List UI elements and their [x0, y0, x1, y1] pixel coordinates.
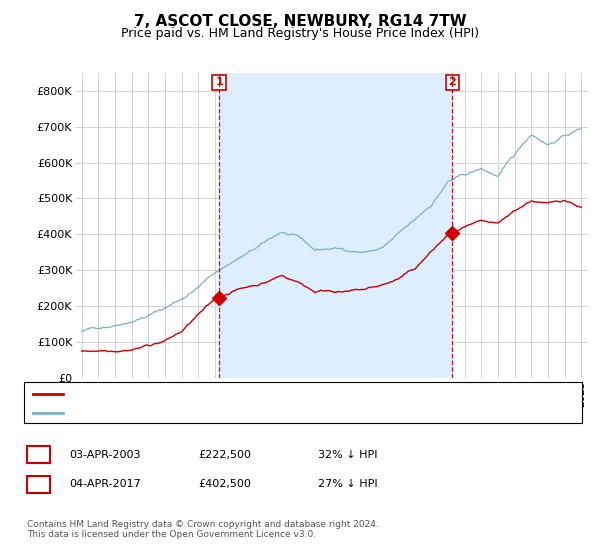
Text: £222,500: £222,500	[198, 450, 251, 460]
Bar	[219, 73, 452, 378]
Text: 03-APR-2003: 03-APR-2003	[69, 450, 140, 460]
Text: Contains HM Land Registry data © Crown copyright and database right 2024.
This d: Contains HM Land Registry data © Crown c…	[27, 520, 379, 539]
Text: 04-APR-2017: 04-APR-2017	[69, 479, 141, 489]
Text: 1: 1	[35, 450, 42, 460]
Text: 32% ↓ HPI: 32% ↓ HPI	[318, 450, 377, 460]
Text: 7, ASCOT CLOSE, NEWBURY, RG14 7TW (detached house): 7, ASCOT CLOSE, NEWBURY, RG14 7TW (detac…	[69, 389, 370, 399]
Text: 2: 2	[448, 77, 456, 87]
Text: 1: 1	[215, 77, 223, 87]
Text: HPI: Average price, detached house, West Berkshire: HPI: Average price, detached house, West…	[69, 408, 340, 418]
Text: Price paid vs. HM Land Registry's House Price Index (HPI): Price paid vs. HM Land Registry's House …	[121, 27, 479, 40]
Text: 27% ↓ HPI: 27% ↓ HPI	[318, 479, 377, 489]
Text: 7, ASCOT CLOSE, NEWBURY, RG14 7TW: 7, ASCOT CLOSE, NEWBURY, RG14 7TW	[134, 14, 466, 29]
Text: £402,500: £402,500	[198, 479, 251, 489]
Text: 2: 2	[35, 479, 42, 489]
